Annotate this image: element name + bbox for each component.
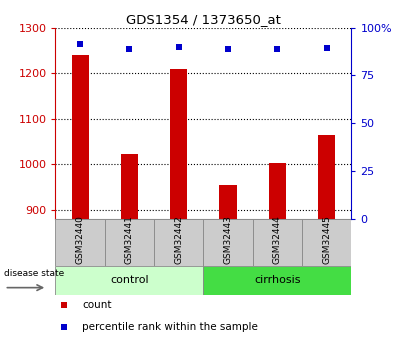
Text: GSM32442: GSM32442 bbox=[174, 216, 183, 264]
Title: GDS1354 / 1373650_at: GDS1354 / 1373650_at bbox=[126, 13, 281, 27]
Text: cirrhosis: cirrhosis bbox=[254, 275, 301, 285]
Bar bbox=[269, 164, 286, 219]
Bar bbox=[318, 135, 335, 219]
Text: disease state: disease state bbox=[5, 269, 65, 278]
Text: count: count bbox=[82, 300, 112, 310]
Bar bbox=[203, 266, 351, 295]
Bar bbox=[72, 55, 89, 219]
Bar bbox=[55, 266, 203, 295]
Bar bbox=[203, 219, 253, 266]
Text: percentile rank within the sample: percentile rank within the sample bbox=[82, 322, 258, 332]
Bar bbox=[302, 219, 351, 266]
Bar bbox=[121, 154, 138, 219]
Text: GSM32443: GSM32443 bbox=[224, 216, 233, 265]
Text: GSM32441: GSM32441 bbox=[125, 216, 134, 265]
Bar bbox=[105, 219, 154, 266]
Bar bbox=[253, 219, 302, 266]
Bar bbox=[219, 185, 237, 219]
Bar bbox=[154, 219, 203, 266]
Bar bbox=[55, 219, 105, 266]
Text: GSM32445: GSM32445 bbox=[322, 216, 331, 265]
Text: GSM32444: GSM32444 bbox=[273, 216, 282, 264]
Text: control: control bbox=[110, 275, 149, 285]
Bar bbox=[170, 69, 187, 219]
Text: GSM32440: GSM32440 bbox=[76, 216, 85, 265]
